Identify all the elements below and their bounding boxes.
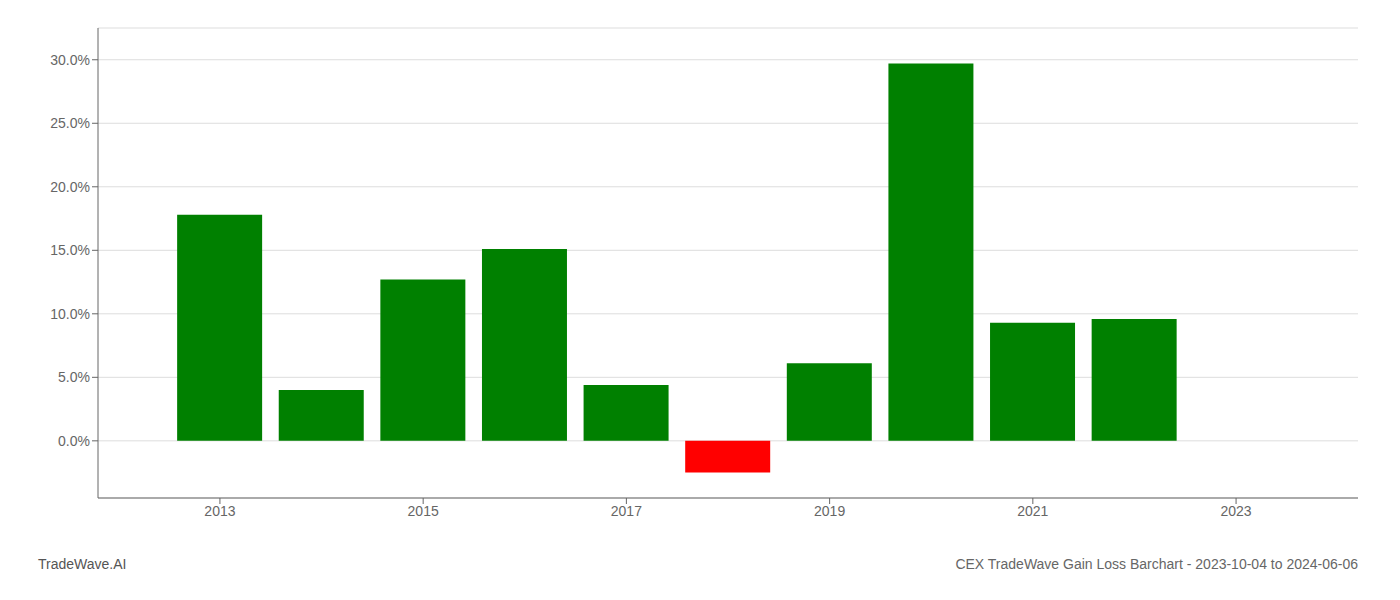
html-text:CEX TradeWave Gain Loss Barcha: CEX TradeWave Gain Loss Barchart - 2023-… <box>955 556 1358 572</box>
svg-text:20.0%: 20.0% <box>50 179 90 195</box>
svg-text:2023: 2023 <box>1220 503 1251 519</box>
svg-text:2017: 2017 <box>611 503 642 519</box>
svg-text:15.0%: 15.0% <box>50 242 90 258</box>
svg-text:5.0%: 5.0% <box>58 369 90 385</box>
html-text:TradeWave.AI: TradeWave.AI <box>38 556 127 572</box>
svg-text:2013: 2013 <box>204 503 235 519</box>
svg-text:25.0%: 25.0% <box>50 115 90 131</box>
svg-text:2015: 2015 <box>408 503 439 519</box>
svg-text:2019: 2019 <box>814 503 845 519</box>
svg-text:10.0%: 10.0% <box>50 306 90 322</box>
svg-text:0.0%: 0.0% <box>58 433 90 449</box>
svg-text:30.0%: 30.0% <box>50 52 90 68</box>
svg-text:2021: 2021 <box>1017 503 1048 519</box>
